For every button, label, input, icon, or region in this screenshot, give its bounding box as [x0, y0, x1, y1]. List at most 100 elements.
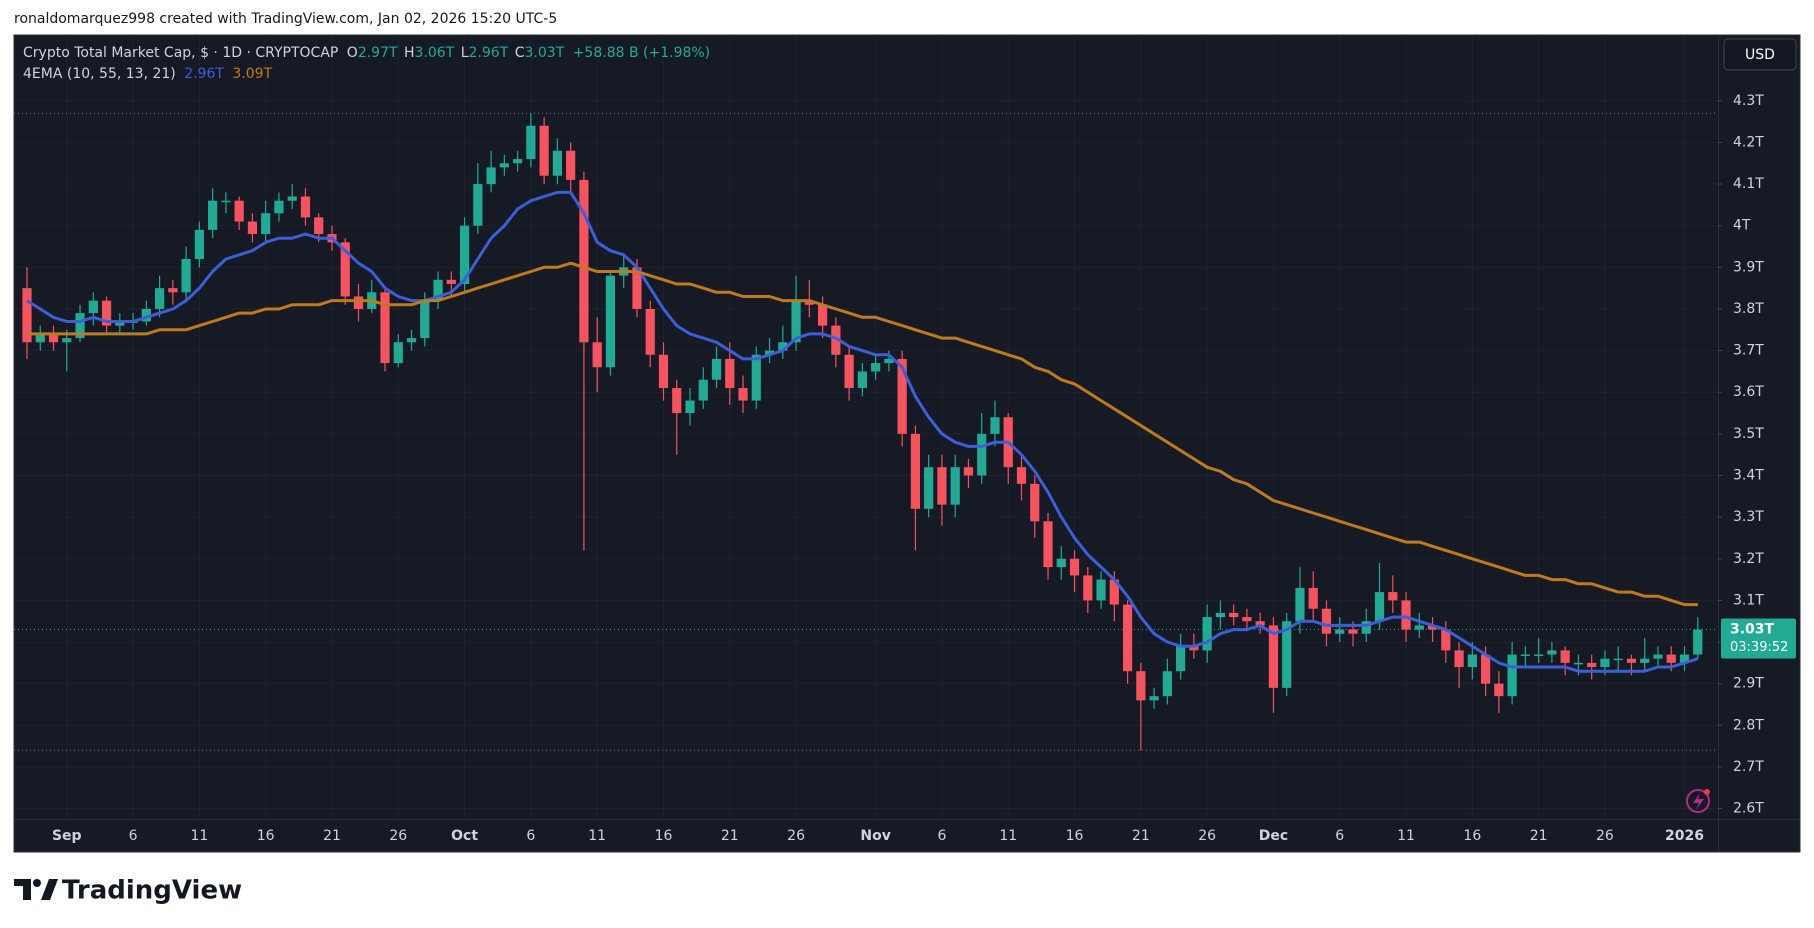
candle-body	[818, 304, 828, 326]
brand-logo	[14, 879, 58, 900]
x-tick-label: 16	[257, 828, 275, 844]
candle-body	[234, 200, 244, 222]
candle-body	[1069, 558, 1080, 576]
y-tick-label: 2.8T	[1733, 717, 1764, 733]
chart-panel	[13, 34, 1801, 853]
candle-body	[1388, 592, 1398, 601]
x-tick-label: 6	[1335, 828, 1344, 844]
candle-body	[831, 325, 841, 355]
candle-body	[314, 217, 324, 235]
symbol: Crypto Total Market Cap, $ · 1D · CRYPTO…	[23, 45, 338, 61]
y-tick-label: 4.3T	[1733, 93, 1764, 109]
candle-body	[1507, 654, 1517, 697]
candle-body	[791, 300, 801, 343]
currency-button[interactable]	[1723, 38, 1797, 71]
ema-fast-value: 2.96T	[184, 66, 224, 82]
candle-body	[1481, 654, 1491, 684]
candle-body	[698, 379, 708, 401]
candle-body	[513, 159, 523, 164]
x-tick-label: 11	[1397, 828, 1415, 844]
candle-body	[115, 321, 125, 326]
candle-body	[924, 467, 934, 509]
candle-body	[1295, 587, 1305, 622]
y-tick-label: 4T	[1733, 218, 1751, 234]
candle-body	[194, 229, 204, 259]
candle-body	[101, 300, 112, 326]
candle-body	[579, 179, 589, 343]
candle-body	[406, 338, 417, 343]
candle-body	[261, 213, 271, 235]
candle-body	[1427, 625, 1438, 630]
candle-body	[645, 308, 655, 355]
candle-body	[592, 342, 602, 368]
o-value: 2.97T	[358, 45, 398, 61]
last-price-label: 3.03T	[1730, 622, 1775, 638]
candle-body	[433, 279, 443, 301]
candle-body	[1122, 604, 1133, 672]
y-tick-label: 3.4T	[1733, 468, 1764, 484]
candle-body	[1613, 658, 1623, 661]
alert-icon[interactable]	[1686, 789, 1710, 813]
ema-lines	[26, 190, 1699, 673]
candle-body	[300, 196, 311, 218]
candle-body	[420, 300, 430, 339]
candle-body	[1321, 608, 1332, 634]
x-tick-label: Nov	[860, 828, 890, 844]
candle-body	[1149, 696, 1159, 701]
candle-body	[1109, 579, 1119, 605]
y-tick-label: 3.7T	[1733, 343, 1764, 359]
candle-body	[937, 467, 947, 505]
candle-body	[48, 333, 59, 343]
logo-dot	[33, 879, 41, 887]
candle-body	[473, 184, 483, 226]
change: +58.88 B (+1.98%)	[573, 45, 710, 61]
candle-body	[35, 333, 45, 343]
y-tick-label: 2.6T	[1733, 801, 1764, 817]
candle-body	[499, 163, 509, 168]
x-tick-label: 26	[1596, 828, 1614, 844]
candle-body	[446, 279, 456, 284]
candle-body	[990, 417, 1000, 434]
y-tick-label: 3.6T	[1733, 384, 1764, 400]
candle-body	[764, 350, 775, 355]
candle-body	[75, 313, 85, 339]
last-price-tag	[1721, 618, 1796, 659]
logo-t	[14, 879, 31, 900]
candle-body	[1268, 625, 1279, 688]
candle-body	[1136, 671, 1146, 701]
candle-body	[977, 433, 987, 476]
x-tick-label: 11	[190, 828, 208, 844]
ema-slow-value: 3.09T	[232, 66, 272, 82]
ema-line	[27, 261, 1698, 607]
y-tick-label: 3.9T	[1733, 259, 1764, 275]
candle-body	[155, 288, 165, 309]
candle-body	[897, 358, 907, 434]
x-tick-label: 26	[1198, 828, 1216, 844]
y-tick-label: 4.2T	[1733, 134, 1764, 150]
candle-body	[1030, 483, 1040, 522]
y-tick-label: 3.3T	[1733, 509, 1764, 525]
indicator-row: 4EMA (10, 55, 13, 21) 2.96T 3.09T	[23, 66, 273, 82]
x-tick-label: 6	[129, 828, 138, 844]
candle-body	[963, 467, 974, 476]
candle-body	[1348, 629, 1358, 634]
candle-body	[22, 288, 32, 343]
candle-body	[1600, 658, 1610, 668]
candle-body	[539, 125, 549, 176]
candle-body	[552, 150, 562, 176]
candle-body	[1573, 662, 1584, 665]
y-tick-label: 4.1T	[1733, 176, 1764, 192]
candle-body	[1693, 629, 1703, 655]
candle-body	[1653, 654, 1663, 659]
candle-body	[1189, 646, 1199, 651]
candle-body	[685, 400, 695, 414]
candle-body	[1401, 600, 1411, 630]
h-key: H	[404, 45, 415, 61]
candle-body	[711, 358, 722, 380]
x-tick-label: 11	[588, 828, 606, 844]
candle-body	[526, 125, 536, 160]
candle-body	[208, 200, 218, 230]
x-tick-label: 26	[787, 828, 805, 844]
currency[interactable]: USD	[1745, 47, 1775, 63]
